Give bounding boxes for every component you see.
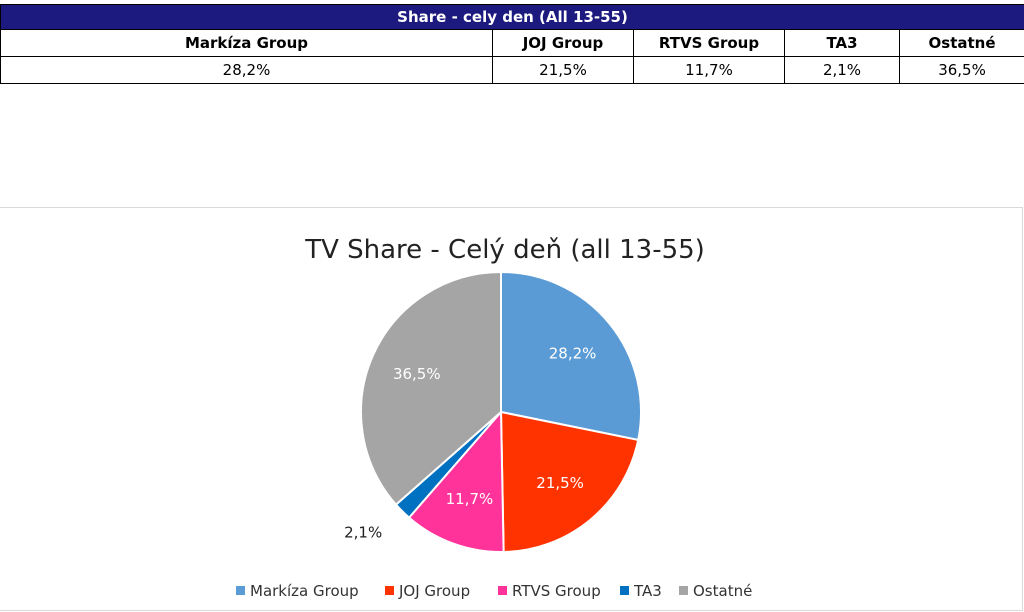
data-label-joj: 21,5% (536, 474, 584, 492)
pie-data-labels: 28,2% 21,5% 11,7% 2,1% 36,5% (344, 345, 596, 542)
legend-label-rtvs: RTVS Group (512, 582, 601, 600)
column-header-rtvs: RTVS Group (633, 29, 785, 57)
legend-label-joj: JOJ Group (398, 582, 470, 600)
value-cell-ta3: 2,1% (784, 56, 900, 84)
chart-panel: TV Share - Celý deň (all 13-55) 28,2% 21,… (0, 207, 1023, 611)
column-header-joj: JOJ Group (492, 29, 634, 57)
data-label-ostatne: 36,5% (393, 365, 441, 383)
pie-chart: TV Share - Celý deň (all 13-55) 28,2% 21,… (236, 235, 752, 600)
table-title: Share - cely den (All 13-55) (0, 4, 1024, 30)
legend-item-ostatne: Ostatné (679, 582, 752, 600)
pie-slice-markiza (500, 270, 642, 442)
legend-swatch-joj (385, 586, 394, 595)
column-header-ta3: TA3 (784, 29, 900, 57)
legend-label-ostatne: Ostatné (693, 582, 752, 600)
legend-item-markiza: Markíza Group (236, 582, 359, 600)
pie-slices (360, 270, 642, 553)
share-table: Share - cely den (All 13-55) Markíza Gro… (0, 4, 1024, 84)
legend-item-joj: JOJ Group (385, 582, 470, 600)
chart-title: TV Share - Celý deň (all 13-55) (304, 235, 705, 265)
data-label-rtvs: 11,7% (446, 490, 494, 508)
legend-item-rtvs: RTVS Group (498, 582, 601, 600)
column-header-ostatne: Ostatné (898, 29, 1024, 57)
legend-swatch-rtvs (498, 586, 507, 595)
pie-slice-ostatne (360, 270, 502, 506)
data-label-markiza: 28,2% (549, 345, 597, 363)
table-value-row: 28,2% 21,5% 11,7% 2,1% 36,5% (0, 56, 1024, 84)
pie-slice-rtvs (407, 409, 505, 553)
value-cell-ostatne: 36,5% (898, 56, 1024, 84)
table-title-row: Share - cely den (All 13-55) (0, 4, 1024, 30)
value-cell-joj: 21,5% (492, 56, 634, 84)
value-cell-markiza: 28,2% (0, 56, 493, 84)
legend-item-ta3: TA3 (620, 582, 662, 600)
legend-swatch-ostatne (679, 586, 688, 595)
legend-label-ta3: TA3 (633, 582, 662, 600)
chart-legend: Markíza Group JOJ Group RTVS Group TA3 Ostat… (236, 582, 752, 600)
value-cell-rtvs: 11,7% (633, 56, 785, 84)
pie-slice-joj (499, 410, 640, 553)
table-header-row: Markíza Group JOJ Group RTVS Group TA3 O… (0, 29, 1024, 57)
legend-swatch-markiza (236, 586, 245, 595)
column-header-markiza: Markíza Group (0, 29, 493, 57)
legend-label-markiza: Markíza Group (250, 582, 359, 600)
data-label-ta3: 2,1% (344, 524, 382, 542)
legend-swatch-ta3 (620, 586, 629, 595)
